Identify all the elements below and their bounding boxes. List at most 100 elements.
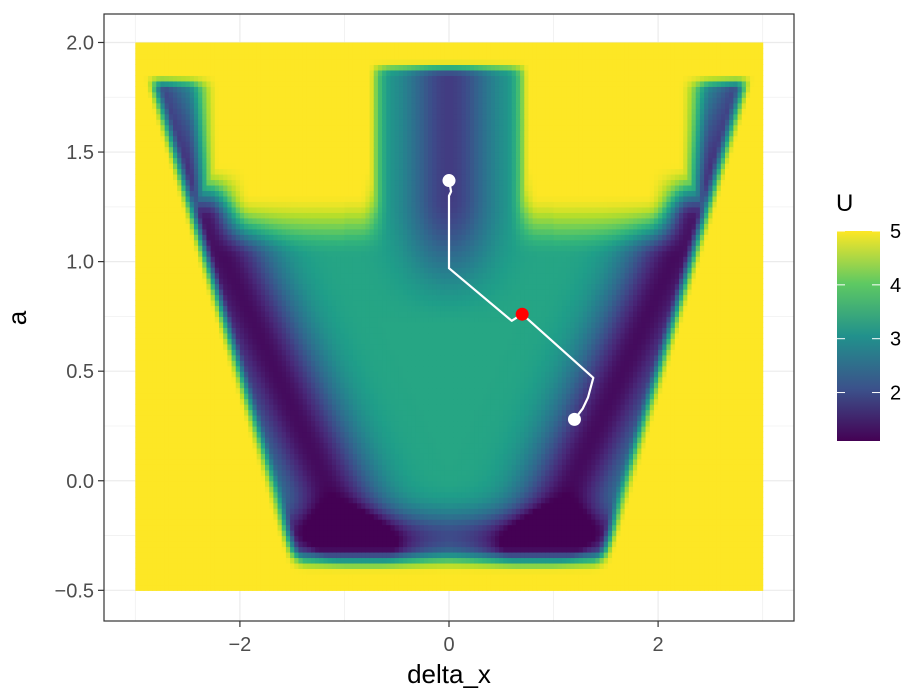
heatmap-cell (495, 585, 500, 591)
heatmap-cell (198, 437, 203, 443)
heatmap-cell (541, 514, 546, 520)
heatmap-cell (424, 426, 429, 432)
heatmap-cell (445, 568, 450, 574)
heatmap-cell (528, 530, 533, 536)
heatmap-cell (223, 437, 228, 443)
heatmap-cell (482, 552, 487, 558)
heatmap-cell (307, 453, 312, 459)
heatmap-cell (386, 530, 391, 536)
heatmap-cell (675, 475, 680, 481)
heatmap-cell (746, 519, 751, 525)
heatmap-cell (487, 442, 492, 448)
heatmap-cell (353, 420, 358, 426)
heatmap-cell (742, 453, 747, 459)
heatmap-cell (227, 459, 232, 465)
heatmap-cell (148, 514, 153, 520)
heatmap-cell (482, 519, 487, 525)
heatmap-cell (612, 426, 617, 432)
heatmap-cell (725, 579, 730, 585)
heatmap-cell (574, 497, 579, 503)
heatmap-cell (177, 525, 182, 531)
heatmap-cell (269, 453, 274, 459)
heatmap-cell (432, 514, 437, 520)
heatmap-cell (160, 415, 165, 421)
heatmap-cell (683, 410, 688, 416)
heatmap-cell (541, 508, 546, 514)
heatmap-cell (641, 585, 646, 591)
heatmap-cell (382, 426, 387, 432)
heatmap-cell (261, 579, 266, 585)
heatmap-cell (278, 519, 283, 525)
heatmap-cell (545, 563, 550, 569)
heatmap-cell (445, 475, 450, 481)
heatmap-cell (424, 530, 429, 536)
heatmap-cell (612, 541, 617, 547)
heatmap-cell (441, 536, 446, 542)
heatmap-cell (679, 437, 684, 443)
heatmap-cell (696, 557, 701, 563)
heatmap-cell (365, 442, 370, 448)
heatmap-cell (717, 492, 722, 498)
heatmap-cell (432, 585, 437, 591)
heatmap-cell (562, 552, 567, 558)
heatmap-cell (583, 557, 588, 563)
heatmap-cell (687, 486, 692, 492)
heatmap-cell (545, 420, 550, 426)
heatmap-cell (503, 546, 508, 552)
heatmap-cell (436, 585, 441, 591)
heatmap-cell (549, 426, 554, 432)
heatmap-cell (646, 541, 651, 547)
heatmap-cell (721, 437, 726, 443)
heatmap-cell (386, 579, 391, 585)
heatmap-cell (344, 497, 349, 503)
heatmap-cell (562, 508, 567, 514)
heatmap-cell (482, 503, 487, 509)
heatmap-cell (541, 464, 546, 470)
heatmap-cell (537, 426, 542, 432)
heatmap-cell (692, 519, 697, 525)
heatmap-cell (754, 508, 759, 514)
heatmap-cell (591, 541, 596, 547)
heatmap-cell (403, 525, 408, 531)
heatmap-cell (704, 437, 709, 443)
heatmap-cell (186, 426, 191, 432)
heatmap-cell (152, 420, 157, 426)
heatmap-cell (600, 568, 605, 574)
heatmap-cell (140, 459, 145, 465)
heatmap-cell (206, 448, 211, 454)
heatmap-cell (424, 459, 429, 465)
heatmap-cell (604, 541, 609, 547)
heatmap-cell (738, 530, 743, 536)
heatmap-cell (549, 536, 554, 542)
heatmap-cell (290, 536, 295, 542)
heatmap-cell (742, 546, 747, 552)
heatmap-cell (248, 464, 253, 470)
heatmap-cell (303, 519, 308, 525)
heatmap-cell (378, 508, 383, 514)
heatmap-cell (533, 514, 538, 520)
plot-panel (104, 14, 794, 621)
heatmap-cell (152, 541, 157, 547)
heatmap-cell (512, 475, 517, 481)
heatmap-cell (499, 503, 504, 509)
heatmap-cell (453, 481, 458, 487)
heatmap-cell (232, 431, 237, 437)
heatmap-cell (340, 525, 345, 531)
heatmap-cell (378, 448, 383, 454)
heatmap-cell (248, 536, 253, 542)
heatmap-cell (554, 475, 559, 481)
heatmap-cell (687, 574, 692, 580)
heatmap-cell (508, 431, 513, 437)
heatmap-cell (449, 437, 454, 443)
heatmap-cell (411, 557, 416, 563)
heatmap-cell (754, 546, 759, 552)
heatmap-cell (712, 492, 717, 498)
heatmap-cell (232, 426, 237, 432)
heatmap-cell (269, 442, 274, 448)
heatmap-cell (445, 525, 450, 531)
heatmap-cell (206, 404, 211, 410)
heatmap-cell (508, 519, 513, 525)
heatmap-cell (403, 470, 408, 476)
heatmap-cell (604, 415, 609, 421)
heatmap-cell (324, 574, 329, 580)
